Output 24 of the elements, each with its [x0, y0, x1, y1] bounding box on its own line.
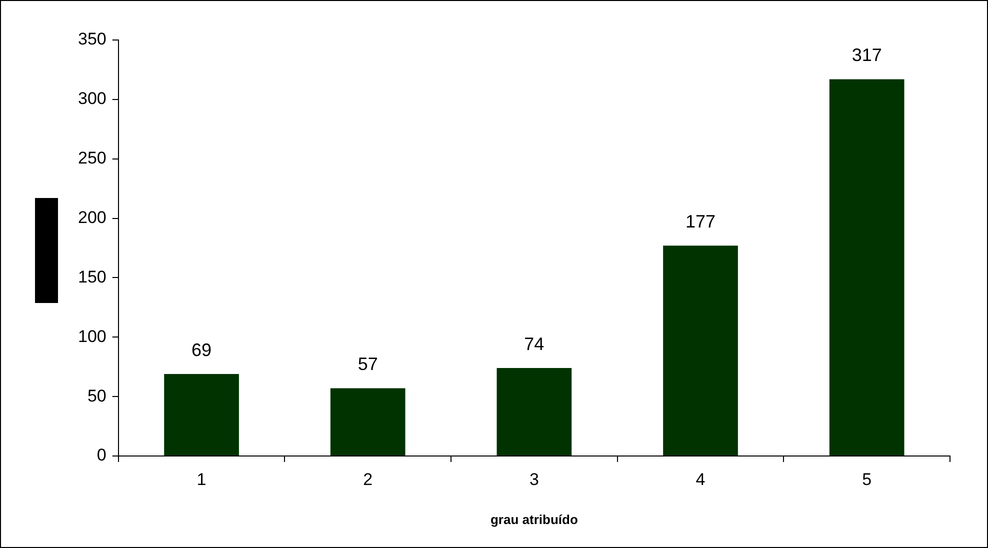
x-tick-label: 4: [696, 470, 706, 489]
y-tick-label: 0: [96, 446, 106, 465]
x-tick-label: 2: [363, 470, 373, 489]
bar: [829, 79, 904, 456]
bar: [663, 246, 738, 456]
data-label: 69: [192, 340, 212, 360]
data-label: 317: [852, 45, 882, 66]
y-tick-label: 200: [78, 208, 106, 227]
x-tick-label: 3: [529, 470, 539, 489]
x-axis-title: grau atribuído: [490, 512, 578, 527]
y-tick-label: 250: [78, 148, 106, 168]
data-label: 177: [685, 212, 716, 232]
data-label: 74: [524, 334, 544, 354]
bar: [164, 374, 239, 456]
bar: [496, 368, 572, 456]
data-label: 57: [358, 354, 378, 374]
bar: [330, 388, 406, 456]
y-tick-label: 350: [78, 30, 106, 49]
y-tick-label: 100: [78, 326, 106, 346]
x-tick-label: 5: [862, 470, 872, 489]
y-tick-label: 300: [78, 89, 106, 108]
x-tick-label: 1: [196, 470, 206, 489]
y-tick-label: 150: [78, 267, 106, 286]
y-tick-label: 50: [87, 386, 106, 406]
